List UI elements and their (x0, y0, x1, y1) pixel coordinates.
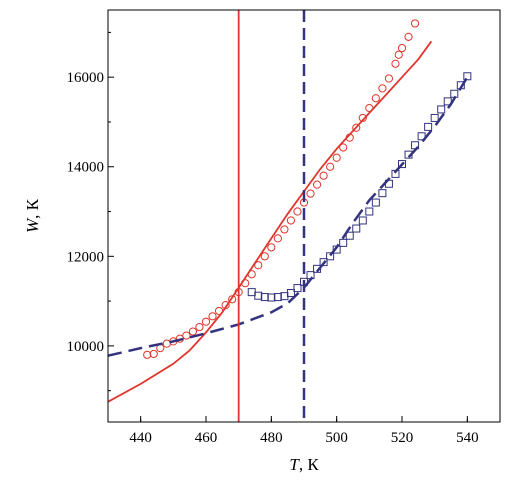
data-point (312, 180, 322, 189)
data-point (371, 198, 380, 207)
data-point (378, 189, 387, 198)
data-point (384, 74, 394, 83)
data-point (306, 189, 315, 198)
x-tick-label: 520 (391, 430, 414, 446)
data-point (326, 252, 335, 261)
plot-frame (107, 9, 501, 423)
data-point (254, 291, 263, 300)
x-axis-label: T, К (289, 455, 319, 474)
data-point (182, 331, 191, 340)
series-line (108, 40, 433, 403)
data-point (267, 243, 276, 252)
data-point (365, 207, 374, 216)
y-axis: 10000 12000 14000 16000 (67, 31, 114, 392)
data-point (424, 122, 433, 131)
data-point (273, 234, 282, 243)
series-1 (247, 72, 472, 302)
data-point (410, 19, 420, 28)
data-point (437, 105, 446, 114)
data-point (352, 224, 361, 233)
data-point (463, 72, 472, 81)
data-point (394, 50, 403, 59)
series-line (108, 76, 469, 357)
data-point (358, 216, 367, 225)
y-tick-label: 14000 (67, 160, 105, 176)
data-point (254, 261, 263, 270)
y-tick-label: 12000 (67, 249, 105, 265)
data-point (260, 293, 269, 302)
data-point (339, 143, 348, 152)
y-tick-label: 16000 (67, 70, 105, 86)
series-3 (108, 76, 469, 357)
data-point (378, 84, 387, 93)
data-point (280, 292, 289, 301)
data-point (358, 113, 367, 123)
series-2 (108, 40, 433, 403)
series-0 (143, 19, 420, 359)
x-axis: 440 460 480 500 520 540 (129, 416, 479, 446)
data-point (188, 327, 198, 336)
x-tick-label: 540 (456, 430, 479, 446)
data-point (260, 252, 269, 261)
data-point (326, 162, 335, 171)
data-point (228, 295, 237, 304)
data-point (201, 317, 211, 326)
data-point (450, 89, 459, 98)
x-axis-unit: , К (299, 455, 320, 474)
data-point (143, 350, 152, 359)
y-axis-unit: , К (23, 198, 42, 219)
data-point (319, 171, 328, 180)
data-point (391, 59, 400, 68)
data-point (332, 153, 341, 162)
data-point (149, 349, 158, 359)
data-point (267, 293, 276, 302)
data-point (208, 312, 217, 321)
x-axis-variable: T (289, 455, 300, 474)
data-point (280, 225, 289, 234)
data-point (247, 288, 256, 297)
data-point (273, 293, 282, 302)
x-tick-label: 500 (325, 430, 348, 446)
x-tick-label: 480 (260, 430, 283, 446)
data-point (195, 322, 204, 332)
y-axis-label: W, К (23, 198, 42, 233)
x-tick-label: 440 (129, 430, 152, 446)
plot-area (108, 10, 472, 422)
y-axis-variable: W (23, 217, 42, 233)
data-point (293, 207, 302, 216)
data-point (319, 258, 328, 267)
data-point (286, 289, 295, 298)
data-point (339, 238, 348, 247)
data-point (398, 160, 406, 169)
y-tick-label: 10000 (67, 339, 105, 355)
data-point (371, 94, 380, 103)
data-point (430, 113, 439, 122)
data-point (306, 271, 315, 280)
data-point (404, 32, 413, 41)
data-point (352, 123, 361, 132)
x-tick-label: 460 (195, 430, 218, 446)
data-point (397, 43, 407, 53)
data-point (293, 284, 302, 293)
data-point (286, 216, 296, 225)
data-point (345, 231, 354, 240)
data-point (175, 334, 184, 343)
